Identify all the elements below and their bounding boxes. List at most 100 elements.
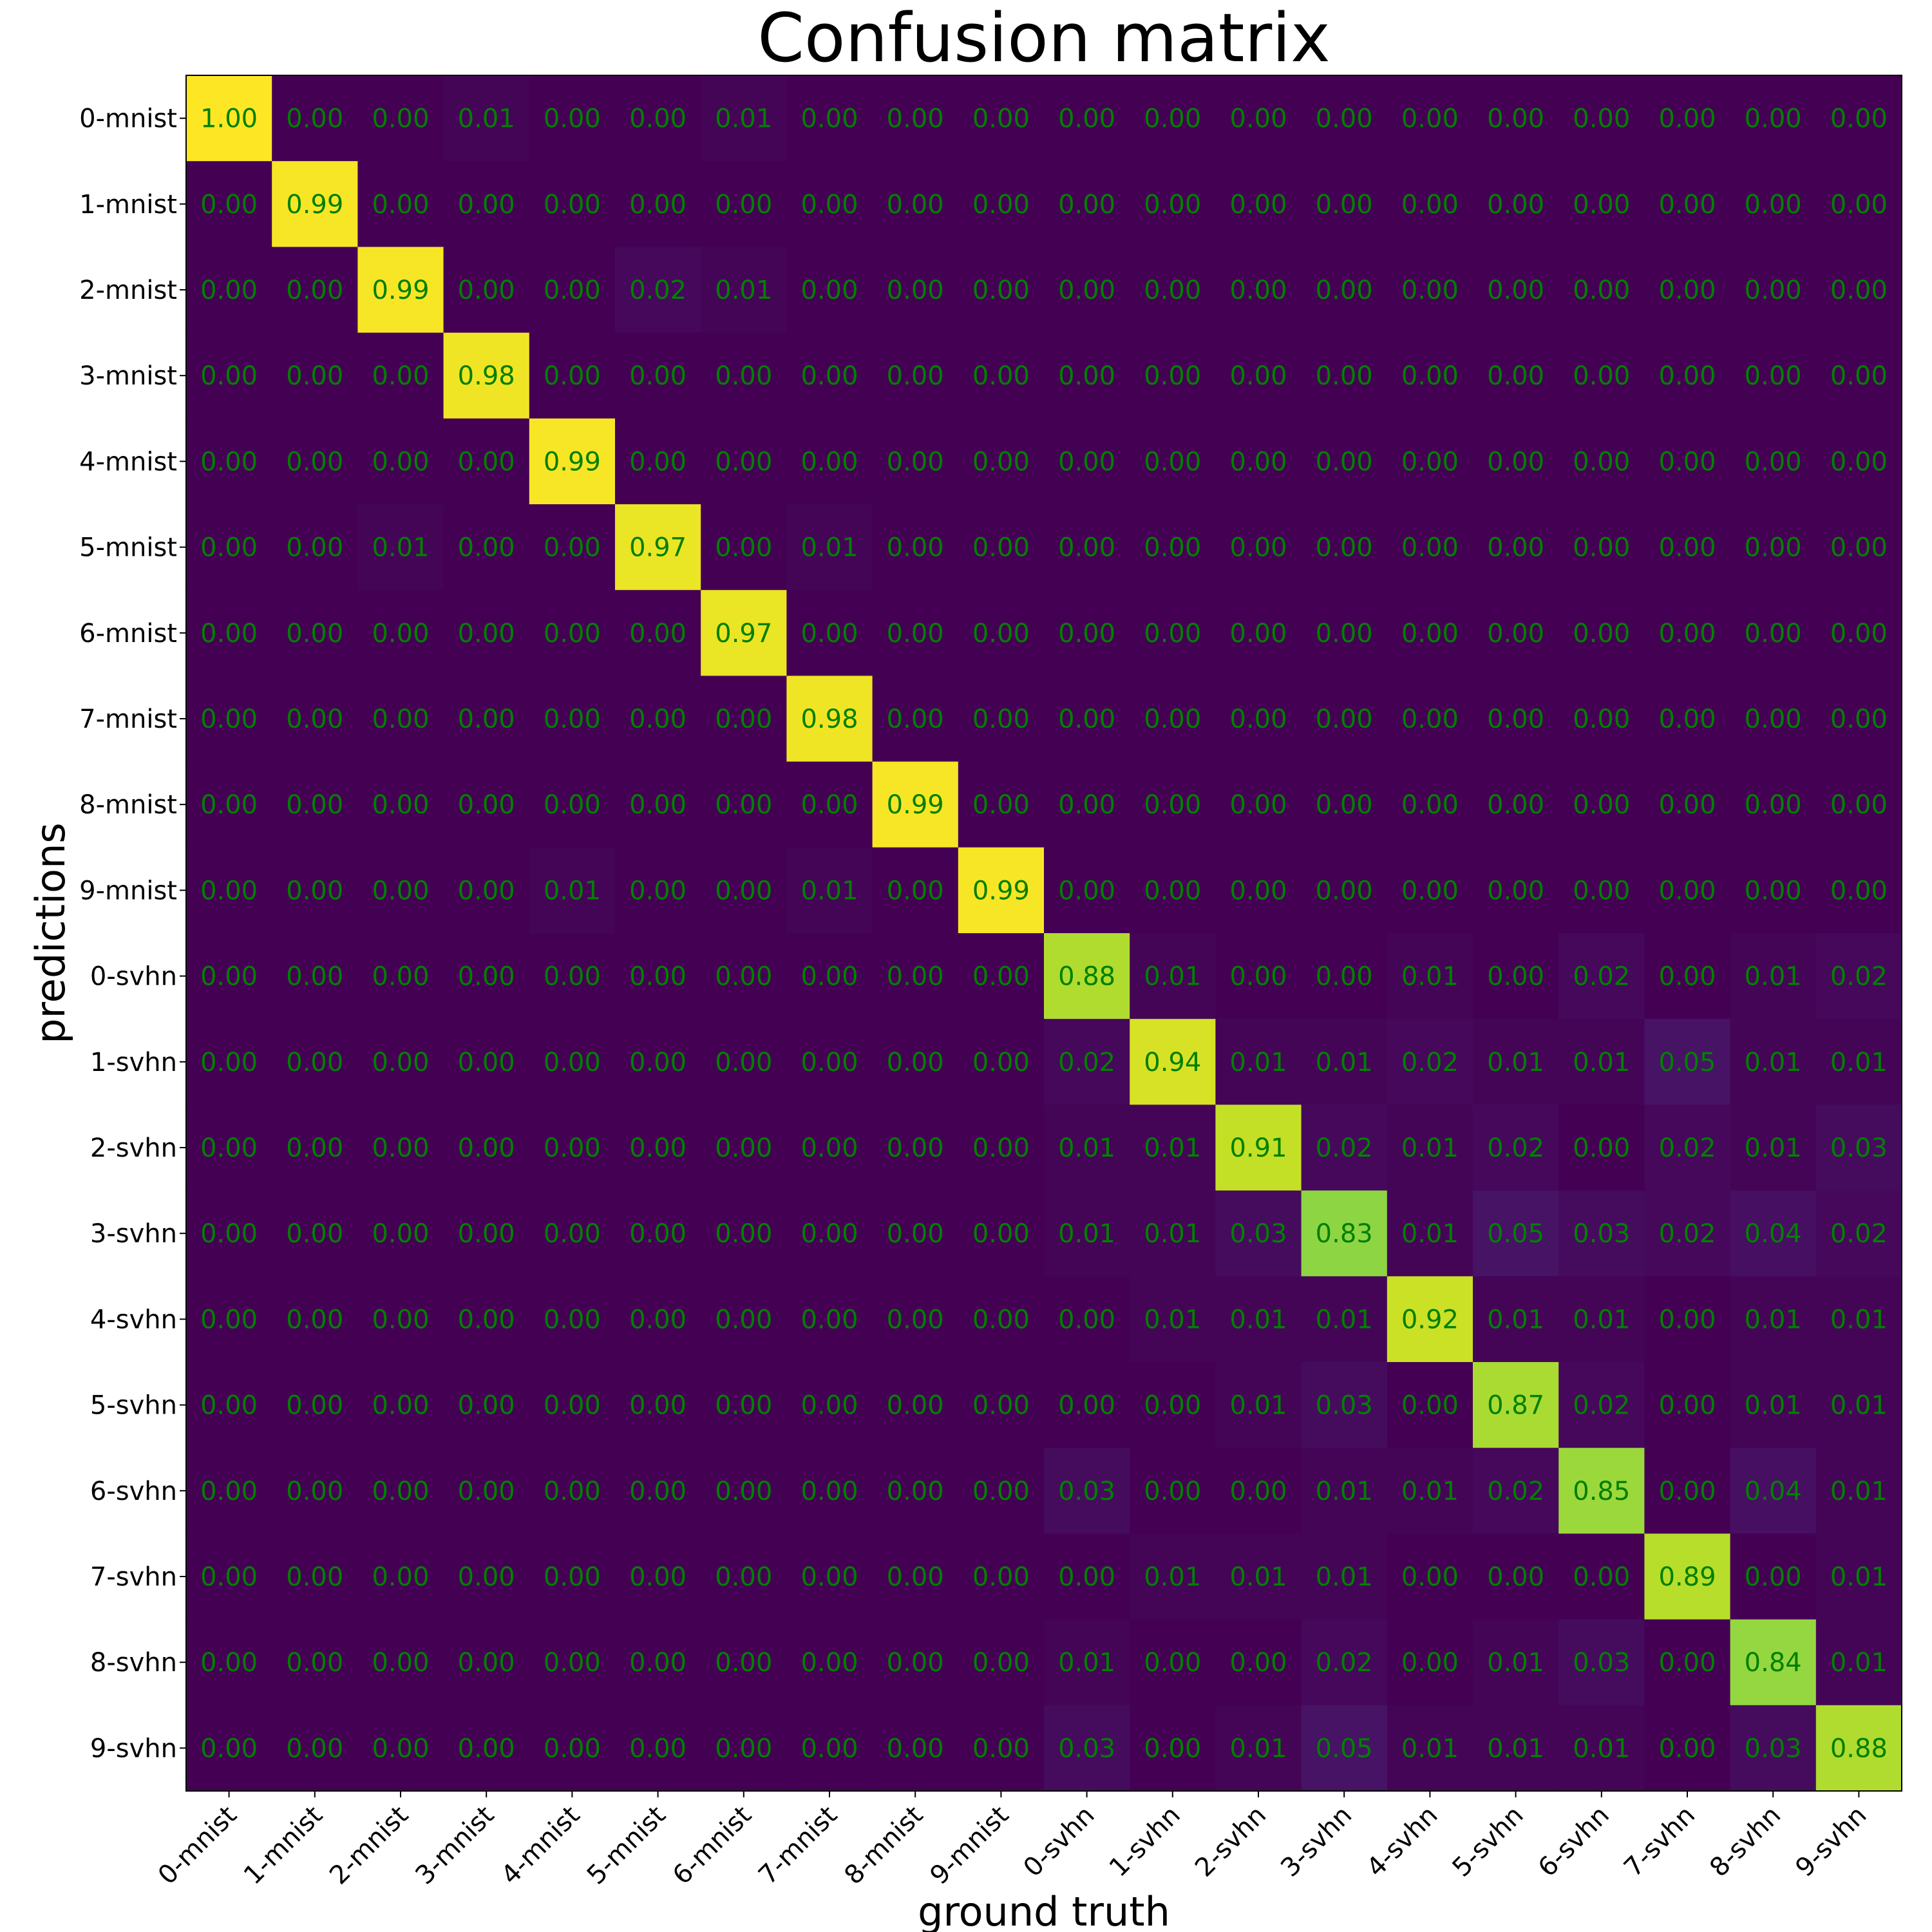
cell-value-label: 0.01: [1830, 1305, 1888, 1334]
heatmap-cell-2-mnist-9-svhn: [1815, 247, 1902, 334]
cell-value-label: 0.00: [1658, 1648, 1716, 1678]
cell-value-label: 0.00: [1229, 190, 1287, 220]
heatmap-cell-1-svhn-5-mnist: [615, 1019, 701, 1105]
cell-value-label: 0.00: [200, 1133, 258, 1163]
cell-value-label: 0.00: [1573, 1562, 1630, 1592]
cell-value-label: 0.01: [1487, 1048, 1544, 1077]
cell-value-label: 0.00: [286, 276, 343, 305]
cell-value-label: 0.00: [200, 276, 258, 305]
cell-value-label: 0.01: [1229, 1048, 1287, 1077]
cell-value-label: 0.00: [629, 1133, 687, 1163]
cell-value-label: 0.00: [629, 447, 687, 477]
cell-value-label: 0.00: [544, 190, 601, 220]
cell-value-label: 0.00: [200, 1648, 258, 1678]
heatmap-cell-6-mnist-6-mnist: [701, 590, 787, 676]
cell-value-label: 0.00: [200, 1562, 258, 1592]
cell-value-label: 0.00: [1229, 876, 1287, 905]
cell-value-label: 0.00: [458, 1734, 515, 1763]
cell-value-label: 0.01: [1830, 1477, 1888, 1506]
cell-value-label: 0.00: [887, 1219, 944, 1249]
cell-value-label: 0.00: [1229, 1477, 1287, 1506]
heatmap-cell-1-svhn-9-svhn: [1815, 1019, 1902, 1105]
heatmap-cell-0-mnist-1-mnist: [272, 75, 358, 162]
cell-value-label: 0.00: [1658, 1391, 1716, 1421]
heatmap-cell-4-mnist-6-mnist: [701, 418, 787, 505]
heatmap-cell-0-svhn-5-mnist: [615, 933, 701, 1019]
cell-value-label: 0.00: [715, 1219, 772, 1249]
cell-value-label: 0.01: [1229, 1305, 1287, 1334]
cell-value-label: 0.01: [1573, 1734, 1630, 1763]
heatmap-cell-0-svhn-5-svhn: [1473, 933, 1559, 1019]
heatmap-cell-7-svhn-2-svhn: [1215, 1533, 1302, 1620]
cell-value-label: 0.00: [1401, 705, 1459, 734]
heatmap-cell-7-svhn-7-svhn: [1644, 1533, 1731, 1620]
cell-value-label: 0.00: [972, 104, 1030, 134]
cell-value-label: 0.05: [1658, 1048, 1716, 1077]
cell-value-label: 0.01: [1058, 1219, 1115, 1249]
cell-value-label: 0.00: [1058, 1562, 1115, 1592]
heatmap-cell-2-svhn-3-svhn: [1301, 1104, 1388, 1191]
cell-value-label: 0.00: [1487, 533, 1544, 563]
cell-value-label: 0.00: [458, 876, 515, 905]
heatmap-cell-5-svhn-5-mnist: [615, 1362, 701, 1448]
heatmap-cell-6-svhn-2-svhn: [1215, 1448, 1302, 1534]
cell-value-label: 0.00: [1058, 276, 1115, 305]
cell-value-label: 0.00: [1658, 962, 1716, 992]
cell-value-label: 0.00: [972, 619, 1030, 649]
cell-value-label: 0.00: [1487, 447, 1544, 477]
heatmap-cell-4-mnist-7-svhn: [1644, 418, 1731, 505]
heatmap-cell-9-mnist-1-svhn: [1130, 847, 1216, 934]
cell-value-label: 0.00: [1401, 533, 1459, 563]
heatmap-cell-3-mnist-7-svhn: [1644, 332, 1731, 419]
cell-value-label: 0.00: [544, 1305, 601, 1334]
heatmap-cell-1-mnist-4-svhn: [1387, 161, 1473, 247]
cell-value-label: 0.05: [1487, 1219, 1544, 1249]
y-tick-label: 4-mnist: [79, 447, 177, 477]
x-axis-label: ground truth: [918, 1888, 1170, 1932]
cell-value-label: 0.01: [1401, 962, 1459, 992]
cell-value-label: 0.00: [972, 1219, 1030, 1249]
heatmap-cell-1-svhn-1-mnist: [272, 1019, 358, 1105]
cell-value-label: 0.99: [372, 276, 429, 305]
cell-value-label: 0.00: [629, 619, 687, 649]
cell-value-label: 0.00: [372, 1391, 429, 1421]
heatmap-cell-4-mnist-2-mnist: [357, 418, 444, 505]
cell-value-label: 0.00: [1658, 790, 1716, 820]
cell-value-label: 0.00: [1745, 190, 1802, 220]
cell-value-label: 0.00: [887, 276, 944, 305]
heatmap-cell-8-svhn-9-svhn: [1815, 1619, 1902, 1706]
heatmap-cell-7-mnist-0-svhn: [1044, 676, 1130, 762]
cell-value-label: 0.00: [1830, 533, 1888, 563]
cell-value-label: 0.00: [286, 1477, 343, 1506]
cell-value-label: 0.00: [887, 876, 944, 905]
heatmap-cell-5-svhn-1-svhn: [1130, 1362, 1216, 1448]
heatmap-cell-7-mnist-5-mnist: [615, 676, 701, 762]
heatmap-cell-6-mnist-0-svhn: [1044, 590, 1130, 676]
cell-value-label: 0.00: [1573, 790, 1630, 820]
cell-value-label: 0.00: [1058, 705, 1115, 734]
heatmap-cell-1-svhn-3-svhn: [1301, 1019, 1388, 1105]
cell-value-label: 0.00: [286, 876, 343, 905]
heatmap-cell-8-svhn-6-svhn: [1558, 1619, 1645, 1706]
heatmap-cell-2-svhn-0-mnist: [186, 1104, 272, 1191]
cell-value-label: 0.00: [1144, 533, 1201, 563]
heatmap-cell-6-mnist-8-mnist: [872, 590, 959, 676]
cell-value-label: 0.00: [1058, 1391, 1115, 1421]
heatmap-cell-6-mnist-4-mnist: [529, 590, 616, 676]
cell-value-label: 0.00: [800, 1734, 858, 1763]
heatmap-cell-5-mnist-1-svhn: [1130, 504, 1216, 591]
heatmap-cell-8-svhn-0-mnist: [186, 1619, 272, 1706]
heatmap-cell-9-svhn-2-mnist: [357, 1705, 444, 1792]
heatmap-cell-0-mnist-3-mnist: [443, 75, 530, 162]
heatmap-cell-4-svhn-8-svhn: [1730, 1276, 1817, 1363]
cell-value-label: 0.00: [1745, 361, 1802, 391]
cell-value-label: 0.00: [1229, 705, 1287, 734]
heatmap-cell-1-mnist-1-svhn: [1130, 161, 1216, 247]
heatmap-cell-8-svhn-7-mnist: [786, 1619, 873, 1706]
cell-value-label: 0.01: [1745, 1391, 1802, 1421]
cell-value-label: 0.00: [1487, 705, 1544, 734]
heatmap-cell-5-mnist-3-svhn: [1301, 504, 1388, 591]
heatmap-cell-8-svhn-6-mnist: [701, 1619, 787, 1706]
cell-value-label: 0.00: [544, 276, 601, 305]
heatmap-cell-2-svhn-7-mnist: [786, 1104, 873, 1191]
